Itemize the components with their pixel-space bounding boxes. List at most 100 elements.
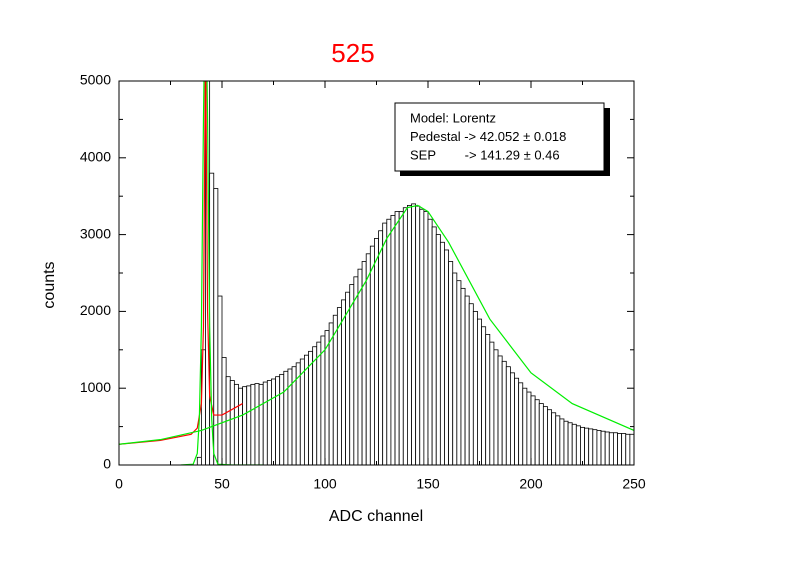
- histogram-bar: [468, 303, 474, 465]
- histogram-bar: [316, 341, 322, 465]
- histogram-bar: [196, 456, 202, 465]
- legend-text: Pedestal -> 42.052 ± 0.018: [410, 129, 566, 144]
- histogram-bar: [423, 211, 429, 465]
- histogram-bar: [275, 376, 281, 465]
- histogram-bar: [394, 211, 400, 465]
- histogram-bar: [390, 214, 396, 465]
- x-tick-label: 250: [622, 476, 646, 492]
- histogram-bar: [542, 406, 548, 465]
- histogram-bar: [349, 284, 355, 465]
- histogram-bar: [472, 310, 478, 465]
- histogram-bar: [509, 372, 515, 465]
- histogram-bar: [625, 433, 631, 465]
- histogram-bar: [493, 349, 499, 465]
- x-tick-label: 100: [313, 476, 337, 492]
- histogram-bar: [254, 383, 260, 465]
- histogram-bar: [538, 403, 544, 465]
- x-tick-label: 150: [416, 476, 440, 492]
- y-axis-label: counts: [41, 261, 58, 308]
- histogram-bar: [411, 203, 417, 465]
- histogram-bar: [213, 188, 219, 465]
- histogram-bar: [435, 234, 441, 465]
- plot-area: [119, 81, 634, 465]
- histogram-bar: [332, 314, 338, 465]
- histogram-bar: [439, 241, 445, 465]
- histogram-bar: [592, 429, 598, 465]
- histogram-bar: [324, 330, 330, 465]
- histogram-bar: [246, 385, 252, 465]
- legend-box: [394, 102, 605, 172]
- x-axis-label: ADC channel: [329, 508, 423, 525]
- histogram-bar: [522, 387, 528, 465]
- histogram-bar: [431, 226, 437, 465]
- histogram-bar: [617, 433, 623, 465]
- histogram-bar: [238, 387, 243, 465]
- histogram-bar: [613, 432, 618, 465]
- histogram-bar: [551, 412, 557, 465]
- histogram-bar: [345, 291, 351, 465]
- y-tick-label: 1000: [80, 379, 111, 395]
- chart-title: 525: [331, 38, 374, 68]
- y-tick-label: 0: [103, 456, 111, 472]
- histogram-bar: [600, 430, 606, 465]
- histogram-bar: [485, 334, 491, 465]
- histogram-bar: [477, 318, 482, 465]
- histogram-bar: [621, 433, 627, 465]
- histogram-bar: [233, 383, 239, 465]
- fit-curve: [119, 204, 634, 445]
- y-tick-label: 2000: [80, 302, 111, 318]
- histogram-bar: [497, 355, 503, 465]
- histogram-bar: [386, 218, 392, 465]
- histogram-bar: [514, 377, 520, 465]
- histogram-bar: [266, 380, 272, 465]
- histogram-bar: [365, 253, 371, 465]
- fit-curve: [119, 81, 243, 445]
- histogram-bar: [489, 341, 495, 465]
- histogram-bar: [341, 299, 347, 465]
- histogram-bar: [262, 381, 268, 465]
- x-tick-label: 200: [519, 476, 543, 492]
- histogram-bar: [336, 307, 342, 465]
- histogram-bar: [271, 378, 276, 465]
- legend-text: Model: Lorentz: [410, 110, 496, 125]
- histogram-bar: [357, 268, 363, 465]
- histogram-bar: [283, 370, 289, 465]
- histogram-bar: [547, 409, 552, 465]
- histogram-bar: [604, 431, 610, 465]
- histogram-bar: [415, 205, 421, 465]
- y-tick-label: 4000: [80, 149, 111, 165]
- histogram-bar: [563, 420, 569, 465]
- histogram-bar: [242, 386, 248, 465]
- histogram-bar: [534, 399, 540, 465]
- histogram-bar: [575, 425, 581, 465]
- histogram-bar: [361, 261, 367, 465]
- histogram-bar: [444, 249, 450, 465]
- legend: Model: Lorentz Pedestal -> 42.052 ± 0.018…: [410, 110, 566, 162]
- histogram-bar: [320, 335, 326, 465]
- histogram-bar: [584, 427, 590, 465]
- histogram-bar: [460, 287, 466, 465]
- histogram-bar: [279, 373, 285, 465]
- histogram-bar: [221, 357, 227, 465]
- histogram-bar: [526, 391, 532, 465]
- histogram-bar: [530, 395, 536, 465]
- histogram-bar: [378, 230, 384, 465]
- x-tick-label: 50: [214, 476, 230, 492]
- histogram-bar: [559, 418, 565, 465]
- histogram-bar: [258, 383, 264, 465]
- histogram-bar: [427, 218, 433, 465]
- histogram-bar: [217, 295, 223, 465]
- histogram-bar: [229, 380, 235, 465]
- histogram-bar: [464, 295, 470, 465]
- histogram-bar: [250, 383, 256, 465]
- histogram-bar: [608, 432, 614, 465]
- histogram-bar: [596, 430, 602, 465]
- histogram-bar: [501, 360, 507, 465]
- histogram-bar: [505, 366, 511, 465]
- histogram-bar: [629, 433, 634, 465]
- histogram-bar: [308, 350, 314, 465]
- histogram-bar: [567, 422, 573, 465]
- histogram-bar: [406, 205, 412, 465]
- y-tick-label: 5000: [80, 72, 111, 88]
